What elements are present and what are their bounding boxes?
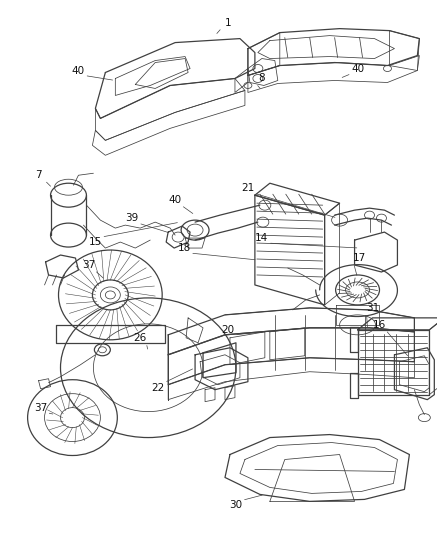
Text: 16: 16 <box>373 320 386 330</box>
Text: 14: 14 <box>255 233 268 243</box>
Text: 7: 7 <box>35 170 42 180</box>
Text: 39: 39 <box>126 213 139 223</box>
Text: 22: 22 <box>152 383 165 393</box>
Text: 1: 1 <box>225 18 231 28</box>
Text: 40: 40 <box>351 63 364 74</box>
Text: 40: 40 <box>169 195 182 205</box>
Text: 20: 20 <box>221 325 234 335</box>
Text: 15: 15 <box>89 237 102 247</box>
Text: 40: 40 <box>72 66 85 76</box>
Text: 31: 31 <box>366 303 379 313</box>
Text: 17: 17 <box>353 253 366 263</box>
Text: 37: 37 <box>82 260 95 270</box>
Text: 8: 8 <box>258 74 265 84</box>
Text: 18: 18 <box>177 243 191 253</box>
Text: 37: 37 <box>34 402 47 413</box>
Text: 21: 21 <box>241 183 254 193</box>
Text: 26: 26 <box>134 333 147 343</box>
Text: 30: 30 <box>230 500 243 511</box>
Ellipse shape <box>92 280 128 310</box>
